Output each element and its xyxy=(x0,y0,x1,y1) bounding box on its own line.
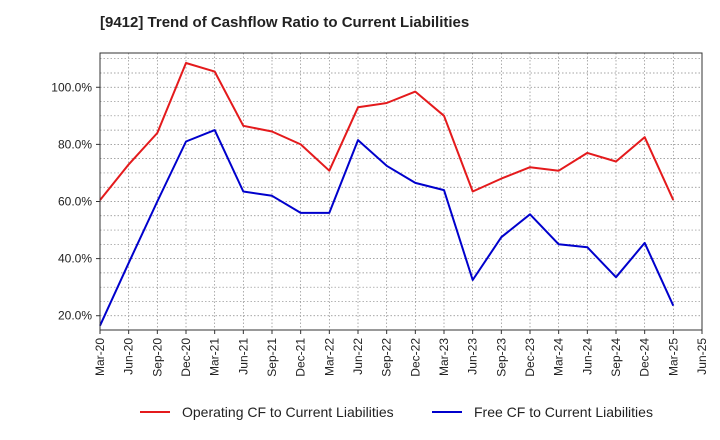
x-tick-label: Mar-20 xyxy=(93,338,107,376)
grid xyxy=(100,53,702,330)
y-tick-label: 40.0% xyxy=(58,252,92,266)
legend-label-operating-cf: Operating CF to Current Liabilities xyxy=(182,404,394,420)
x-tick-label: Sep-20 xyxy=(150,338,164,377)
legend: Operating CF to Current Liabilities Free… xyxy=(0,404,720,426)
x-tick-label: Jun-20 xyxy=(122,338,136,375)
axes: 20.0% 40.0% 60.0% 80.0% 100.0% Mar-20 Jun-20 Se… xyxy=(51,52,709,377)
series-lines xyxy=(99,62,675,327)
legend-label-free-cf: Free CF to Current Liabilities xyxy=(474,404,653,420)
y-tick-label: 20.0% xyxy=(58,309,92,323)
legend-item-free-cf: Free CF to Current Liabilities xyxy=(432,404,653,420)
x-tick-label: Dec-24 xyxy=(638,338,652,377)
x-tick-label: Jun-24 xyxy=(580,338,594,375)
x-tick-label: Mar-23 xyxy=(437,338,451,376)
series-line-operating-cf xyxy=(99,62,675,201)
x-tick-label: Dec-20 xyxy=(179,338,193,377)
x-tick-label: Mar-25 xyxy=(666,338,680,376)
series-line-free-cf xyxy=(99,129,675,327)
x-tick-label: Sep-22 xyxy=(380,338,394,377)
y-tick-label: 100.0% xyxy=(51,80,92,94)
x-tick-label: Mar-21 xyxy=(208,338,222,376)
x-tick-label: Mar-24 xyxy=(552,338,566,376)
legend-swatch-operating-cf xyxy=(140,411,170,413)
x-tick-label: Dec-23 xyxy=(523,338,537,377)
x-tick-label: Jun-25 xyxy=(695,338,709,375)
legend-item-operating-cf: Operating CF to Current Liabilities xyxy=(140,404,394,420)
y-tick-label: 60.0% xyxy=(58,194,92,208)
chart-title: [9412] Trend of Cashflow Ratio to Curren… xyxy=(100,14,470,31)
x-tick-label: Sep-24 xyxy=(609,338,623,377)
x-tick-label: Dec-21 xyxy=(294,338,308,377)
y-tick-label: 80.0% xyxy=(58,137,92,151)
plot-frame xyxy=(99,52,703,331)
x-tick-label: Sep-23 xyxy=(494,338,508,377)
x-tick-label: Sep-21 xyxy=(265,338,279,377)
x-tick-label: Jun-22 xyxy=(351,338,365,375)
x-tick-label: Dec-22 xyxy=(408,338,422,377)
x-tick-label: Mar-22 xyxy=(322,338,336,376)
x-tick-label: Jun-21 xyxy=(236,338,250,375)
x-tick-label: Jun-23 xyxy=(466,338,480,375)
legend-swatch-free-cf xyxy=(432,411,462,413)
